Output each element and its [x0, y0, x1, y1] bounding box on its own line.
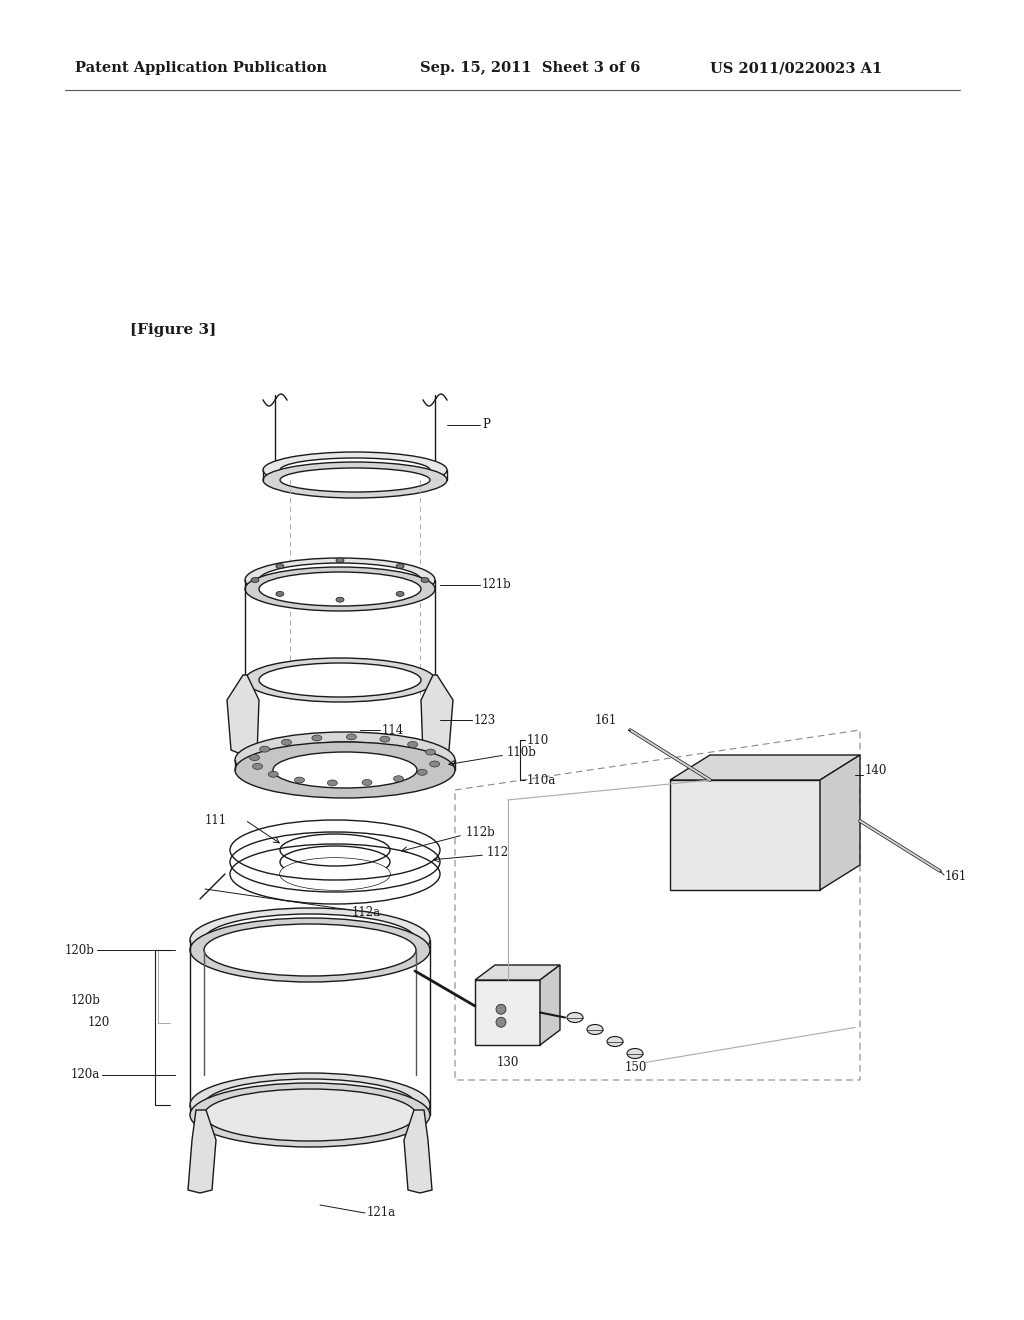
Ellipse shape [627, 1048, 643, 1059]
Ellipse shape [426, 748, 435, 755]
Ellipse shape [275, 591, 284, 597]
Ellipse shape [295, 777, 304, 783]
Text: 121b: 121b [482, 578, 512, 591]
Text: 150: 150 [625, 1061, 647, 1074]
Ellipse shape [380, 737, 390, 742]
Ellipse shape [607, 1036, 623, 1047]
Polygon shape [404, 1110, 432, 1193]
Ellipse shape [421, 578, 429, 582]
Text: 123: 123 [474, 714, 497, 726]
Ellipse shape [251, 578, 259, 582]
Text: 120: 120 [88, 1016, 110, 1030]
Text: 114: 114 [382, 723, 404, 737]
Ellipse shape [234, 733, 455, 788]
Ellipse shape [245, 568, 435, 611]
Ellipse shape [204, 1078, 416, 1131]
Text: 110a: 110a [527, 774, 556, 787]
Ellipse shape [496, 1005, 506, 1014]
Ellipse shape [336, 558, 344, 562]
Text: Patent Application Publication: Patent Application Publication [75, 61, 327, 75]
Ellipse shape [273, 742, 417, 777]
Bar [670, 780, 820, 890]
Polygon shape [670, 755, 860, 780]
Ellipse shape [362, 780, 372, 785]
Ellipse shape [204, 1089, 416, 1140]
Ellipse shape [250, 755, 259, 760]
Ellipse shape [275, 564, 284, 569]
Polygon shape [820, 755, 860, 890]
Ellipse shape [259, 663, 421, 697]
Ellipse shape [328, 780, 337, 785]
Ellipse shape [273, 752, 417, 788]
Text: 110b: 110b [507, 746, 537, 759]
Ellipse shape [336, 597, 344, 602]
Ellipse shape [190, 908, 430, 972]
Polygon shape [188, 1110, 216, 1193]
Ellipse shape [190, 1073, 430, 1137]
Ellipse shape [430, 762, 439, 767]
Text: US 2011/0220023 A1: US 2011/0220023 A1 [710, 61, 883, 75]
Text: 120a: 120a [71, 1068, 100, 1081]
Ellipse shape [263, 462, 447, 498]
Ellipse shape [282, 739, 292, 746]
Text: 111: 111 [205, 813, 227, 826]
Ellipse shape [396, 591, 404, 597]
Ellipse shape [245, 657, 435, 702]
Text: 121a: 121a [367, 1206, 396, 1220]
Ellipse shape [496, 1018, 506, 1027]
Ellipse shape [396, 564, 404, 569]
Ellipse shape [280, 469, 430, 492]
Text: 110: 110 [527, 734, 549, 747]
Ellipse shape [280, 858, 390, 890]
Ellipse shape [268, 771, 279, 777]
Ellipse shape [259, 572, 421, 606]
Text: 120b: 120b [70, 994, 100, 1006]
Ellipse shape [204, 924, 416, 975]
Ellipse shape [204, 913, 416, 966]
Ellipse shape [280, 858, 390, 890]
Text: 130: 130 [497, 1056, 519, 1069]
Ellipse shape [408, 742, 418, 747]
Ellipse shape [263, 451, 447, 488]
Text: 161: 161 [945, 870, 968, 883]
Ellipse shape [417, 770, 427, 775]
Ellipse shape [245, 558, 435, 602]
Ellipse shape [312, 735, 322, 741]
Text: Sep. 15, 2011  Sheet 3 of 6: Sep. 15, 2011 Sheet 3 of 6 [420, 61, 640, 75]
Polygon shape [421, 675, 453, 755]
Ellipse shape [190, 1082, 430, 1147]
Polygon shape [540, 965, 560, 1045]
Ellipse shape [587, 1024, 603, 1035]
Ellipse shape [253, 763, 262, 770]
Text: 112b: 112b [466, 825, 496, 838]
Ellipse shape [234, 742, 455, 799]
Text: 120b: 120b [66, 944, 95, 957]
Ellipse shape [259, 564, 421, 597]
Ellipse shape [346, 734, 356, 741]
Text: 140: 140 [865, 763, 888, 776]
Text: P: P [482, 418, 489, 432]
Ellipse shape [190, 917, 430, 982]
Ellipse shape [260, 746, 269, 752]
Bar [475, 979, 540, 1045]
Polygon shape [475, 965, 560, 979]
Text: 161: 161 [595, 714, 617, 726]
Ellipse shape [567, 1012, 583, 1023]
Text: 112: 112 [487, 846, 509, 859]
Ellipse shape [280, 458, 430, 482]
Ellipse shape [393, 776, 403, 781]
Text: 112a: 112a [352, 907, 381, 920]
Polygon shape [227, 675, 259, 755]
Text: [Figure 3]: [Figure 3] [130, 323, 216, 337]
